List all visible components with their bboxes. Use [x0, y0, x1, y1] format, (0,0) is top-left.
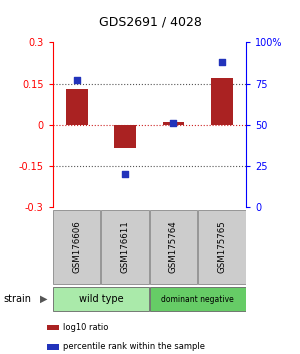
Text: strain: strain — [3, 294, 31, 304]
Bar — [150, 287, 245, 311]
Text: log10 ratio: log10 ratio — [63, 323, 108, 332]
Text: dominant negative: dominant negative — [161, 295, 234, 304]
Bar — [163, 122, 184, 125]
Bar — [198, 210, 245, 284]
Bar — [114, 125, 136, 148]
Text: GSM176611: GSM176611 — [121, 221, 130, 273]
Text: percentile rank within the sample: percentile rank within the sample — [63, 342, 205, 352]
Point — [219, 59, 224, 65]
Bar — [53, 210, 100, 284]
Bar — [101, 210, 149, 284]
Bar — [150, 210, 197, 284]
Text: GSM175764: GSM175764 — [169, 221, 178, 273]
Text: GDS2691 / 4028: GDS2691 / 4028 — [99, 16, 201, 29]
Text: GSM175765: GSM175765 — [217, 221, 226, 273]
Text: GSM176606: GSM176606 — [72, 221, 81, 273]
Point — [74, 78, 79, 83]
Bar — [53, 287, 149, 311]
Point — [171, 120, 176, 126]
Bar — [66, 89, 88, 125]
Bar — [211, 78, 233, 125]
Point — [123, 171, 128, 177]
Text: wild type: wild type — [79, 294, 123, 304]
Text: ▶: ▶ — [40, 294, 47, 304]
